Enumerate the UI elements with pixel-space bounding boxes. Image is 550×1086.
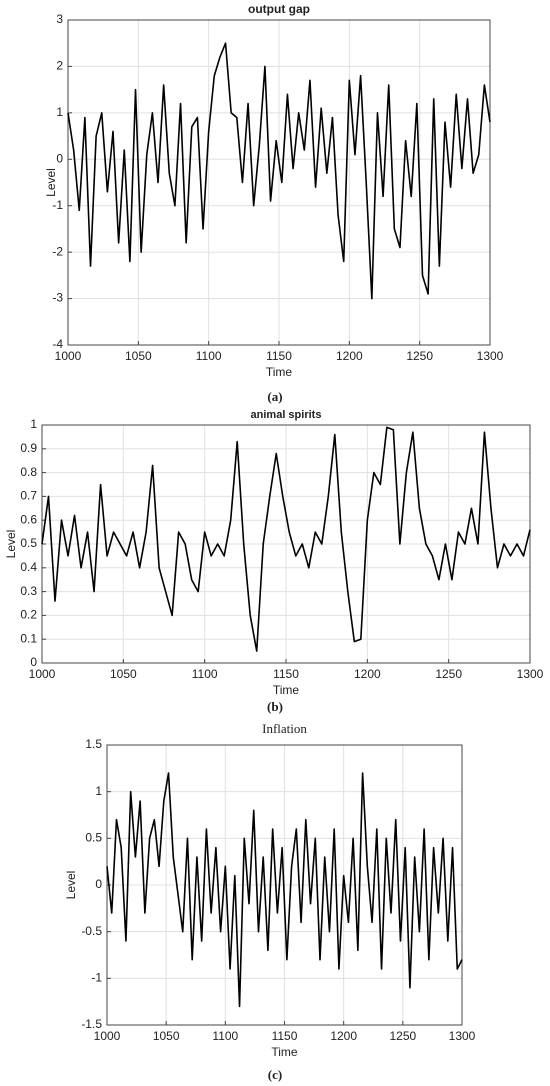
x-tick-label: 1000 <box>94 1029 121 1043</box>
y-tick-label: 2 <box>56 59 63 73</box>
y-tick-label: -4 <box>52 337 63 351</box>
series-line <box>67 42 491 300</box>
x-tick-label: 1300 <box>517 667 544 681</box>
y-tick-label: 0 <box>56 151 63 165</box>
chart-title: animal spirits <box>251 409 322 421</box>
x-tick-label: 1000 <box>29 667 56 681</box>
y-tick-label: -0.5 <box>81 924 102 938</box>
x-tick-label: 1100 <box>212 1029 238 1043</box>
x-tick-label: 1000 <box>55 349 82 363</box>
x-tick-label: 1200 <box>336 349 363 363</box>
y-tick-label: 1 <box>30 417 37 431</box>
y-tick-label: 0.4 <box>20 560 37 574</box>
x-axis-label: Time <box>271 1045 298 1059</box>
y-tick-label: 0 <box>95 877 102 891</box>
y-tick-label: 0.5 <box>20 536 37 550</box>
x-tick-label: 1250 <box>389 1029 416 1043</box>
y-tick-label: -1 <box>91 971 102 985</box>
x-tick-label: 1050 <box>153 1029 180 1043</box>
y-axis-label: Level <box>44 168 58 197</box>
x-tick-label: 1200 <box>330 1029 357 1043</box>
x-tick-label: 1150 <box>272 1029 298 1043</box>
y-tick-label: 0.8 <box>20 465 37 479</box>
x-tick-label: 1300 <box>449 1029 476 1043</box>
x-tick-label: 1300 <box>477 349 504 363</box>
panel-caption: (c) <box>268 1067 282 1082</box>
y-tick-label: 3 <box>56 12 63 26</box>
series-line <box>41 426 531 652</box>
y-tick-label: 1 <box>95 784 102 798</box>
series-line <box>106 772 463 1008</box>
y-tick-label: 0 <box>30 655 37 669</box>
y-tick-label: 0.3 <box>20 584 37 598</box>
y-tick-label: 1 <box>56 105 63 119</box>
x-tick-label: 1100 <box>196 349 222 363</box>
x-tick-label: 1200 <box>354 667 381 681</box>
y-tick-label: -1.5 <box>81 1017 102 1031</box>
y-tick-label: 0.7 <box>20 489 37 503</box>
panel-caption: (b) <box>267 699 283 714</box>
y-tick-label: 0.2 <box>20 608 37 622</box>
x-tick-label: 1250 <box>406 349 433 363</box>
axes-frame <box>67 19 491 346</box>
x-tick-label: 1150 <box>266 349 292 363</box>
x-axis-label: Time <box>273 683 300 697</box>
y-axis-label: Level <box>4 530 18 559</box>
chart-title: Inflation <box>262 721 307 736</box>
axes-frame <box>106 744 463 1026</box>
x-axis-label: Time <box>266 365 293 379</box>
y-tick-label: -2 <box>52 244 63 258</box>
panel-caption: (a) <box>267 389 282 404</box>
y-tick-label: 1.5 <box>85 737 102 751</box>
y-tick-label: 0.6 <box>20 512 37 526</box>
y-tick-label: 0.5 <box>85 831 102 845</box>
chart-title: output gap <box>248 2 310 16</box>
y-tick-label: 0.1 <box>20 631 37 645</box>
y-axis-label: Level <box>64 871 78 900</box>
x-tick-label: 1050 <box>125 349 152 363</box>
y-tick-label: -3 <box>52 291 63 305</box>
x-tick-label: 1100 <box>192 667 218 681</box>
x-tick-label: 1150 <box>273 667 299 681</box>
y-tick-label: -1 <box>52 198 63 212</box>
y-tick-label: 0.9 <box>20 441 37 455</box>
x-tick-label: 1250 <box>435 667 462 681</box>
x-tick-label: 1050 <box>110 667 137 681</box>
